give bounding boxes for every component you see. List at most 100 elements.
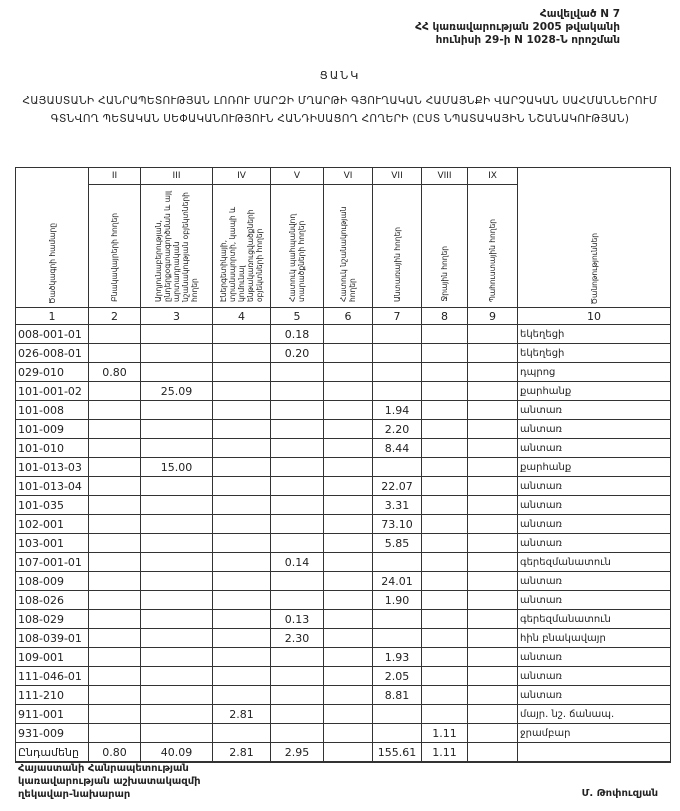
area-cell bbox=[140, 685, 213, 705]
area-cell bbox=[88, 438, 141, 458]
table-row: 101-009 2.20 անտառ bbox=[15, 419, 671, 439]
table-row: 103-001 5.85 անտառ bbox=[15, 533, 671, 553]
area-cell bbox=[323, 552, 373, 572]
area-cell bbox=[270, 419, 324, 439]
table-row: 111-046-01 2.05 անտառ bbox=[15, 666, 671, 686]
table-row: 101-010 8.44 անտառ bbox=[15, 438, 671, 458]
note-cell: անտառ bbox=[517, 476, 671, 496]
area-cell bbox=[140, 533, 213, 553]
area-cell bbox=[421, 400, 468, 420]
area-cell bbox=[323, 723, 373, 743]
area-cell bbox=[140, 476, 213, 496]
area-cell: 2.20 bbox=[372, 419, 422, 439]
area-cell bbox=[467, 647, 518, 667]
area-cell bbox=[323, 666, 373, 686]
area-cell bbox=[88, 457, 141, 477]
document-subtitle: ՀԱՅԱՍՏԱՆԻ ՀԱՆՐԱՊԵՏՈՒԹՅԱՆ ԼՈՌՈՒ ՄԱՐԶԻ ՄՂԱ… bbox=[22, 95, 658, 125]
area-cell bbox=[88, 514, 141, 534]
area-cell bbox=[140, 400, 213, 420]
area-cell bbox=[270, 362, 324, 382]
area-cell bbox=[140, 362, 213, 382]
area-cell: 1.90 bbox=[372, 590, 422, 610]
area-cell bbox=[140, 552, 213, 572]
note-cell: անտառ bbox=[517, 533, 671, 553]
area-cell: 1.93 bbox=[372, 647, 422, 667]
area-cell bbox=[270, 495, 324, 515]
area-cell bbox=[421, 514, 468, 534]
area-cell bbox=[140, 704, 213, 724]
area-cell bbox=[323, 343, 373, 363]
note-cell: անտառ bbox=[517, 647, 671, 667]
area-cell bbox=[212, 723, 271, 743]
area-cell bbox=[140, 609, 213, 629]
land-code: 931-009 bbox=[15, 723, 89, 743]
area-cell bbox=[88, 381, 141, 401]
roman-numeral: IX bbox=[467, 167, 518, 185]
area-cell bbox=[212, 495, 271, 515]
area-cell bbox=[421, 362, 468, 382]
total-value: 2.95 bbox=[270, 742, 324, 763]
column-header-notes: Ծանոթություններ bbox=[517, 167, 671, 308]
table-row: 101-001-02 25.09 քարհանք bbox=[15, 381, 671, 401]
area-cell bbox=[323, 400, 373, 420]
area-cell bbox=[467, 723, 518, 743]
area-cell bbox=[372, 324, 422, 344]
note-cell: անտառ bbox=[517, 685, 671, 705]
area-cell bbox=[88, 609, 141, 629]
area-cell: 22.07 bbox=[372, 476, 422, 496]
area-cell: 0.80 bbox=[88, 362, 141, 382]
area-cell bbox=[270, 666, 324, 686]
area-cell bbox=[140, 438, 213, 458]
table-row: 008-001-01 0.18 եկեղեցի bbox=[15, 324, 671, 344]
area-cell bbox=[212, 647, 271, 667]
area-cell bbox=[212, 381, 271, 401]
area-cell bbox=[323, 476, 373, 496]
area-cell bbox=[270, 514, 324, 534]
column-header-code: Ծածկագրի համարը bbox=[15, 167, 89, 308]
area-cell bbox=[270, 381, 324, 401]
column-number: 4 bbox=[212, 307, 271, 325]
area-cell bbox=[270, 400, 324, 420]
area-cell bbox=[212, 438, 271, 458]
column-header: Էներգետիկայի, տրանսպորտի, կապի և կոմունա… bbox=[212, 184, 271, 308]
note-cell: անտառ bbox=[517, 438, 671, 458]
column-number: 1 bbox=[15, 307, 89, 325]
total-value: 1.11 bbox=[421, 742, 468, 763]
area-cell bbox=[421, 381, 468, 401]
note-cell: անտառ bbox=[517, 400, 671, 420]
area-cell bbox=[88, 628, 141, 648]
area-cell bbox=[421, 571, 468, 591]
column-header: Անտառային հողեր bbox=[372, 184, 422, 308]
area-cell bbox=[88, 419, 141, 439]
note-cell: եկեղեցի bbox=[517, 324, 671, 344]
area-cell bbox=[88, 590, 141, 610]
area-cell bbox=[140, 647, 213, 667]
area-cell bbox=[421, 457, 468, 477]
area-cell bbox=[372, 609, 422, 629]
area-cell bbox=[140, 571, 213, 591]
total-row: Ընդամենը 0.80 40.09 2.81 2.95 155.61 1.11 bbox=[15, 742, 671, 763]
column-number: 7 bbox=[372, 307, 422, 325]
land-code: 029-010 bbox=[15, 362, 89, 382]
column-header: Հատուկ նշանակության հողեր bbox=[323, 184, 373, 308]
area-cell: 0.18 bbox=[270, 324, 324, 344]
column-header: Ջրային հողեր bbox=[421, 184, 468, 308]
table-row: 108-029 0.13 գերեզմանատուն bbox=[15, 609, 671, 629]
area-cell bbox=[467, 590, 518, 610]
land-code: 108-039-01 bbox=[15, 628, 89, 648]
area-cell bbox=[372, 723, 422, 743]
column-header-row: Բնակավայրերի հողեր Արդյունաբերության, ընդ… bbox=[16, 184, 671, 308]
land-code: 103-001 bbox=[15, 533, 89, 553]
area-cell bbox=[467, 400, 518, 420]
area-cell bbox=[88, 723, 141, 743]
area-cell bbox=[467, 685, 518, 705]
column-header: Արդյունաբերության, ընդերքօգտագործման և ա… bbox=[140, 184, 213, 308]
table-row: 107-001-01 0.14 գերեզմանատուն bbox=[15, 552, 671, 572]
note-cell: անտառ bbox=[517, 419, 671, 439]
column-header-label: Հատուկ նշանակության հողեր bbox=[339, 206, 357, 302]
area-cell bbox=[270, 571, 324, 591]
area-cell bbox=[323, 647, 373, 667]
area-cell bbox=[212, 628, 271, 648]
area-cell bbox=[212, 419, 271, 439]
area-cell bbox=[323, 704, 373, 724]
